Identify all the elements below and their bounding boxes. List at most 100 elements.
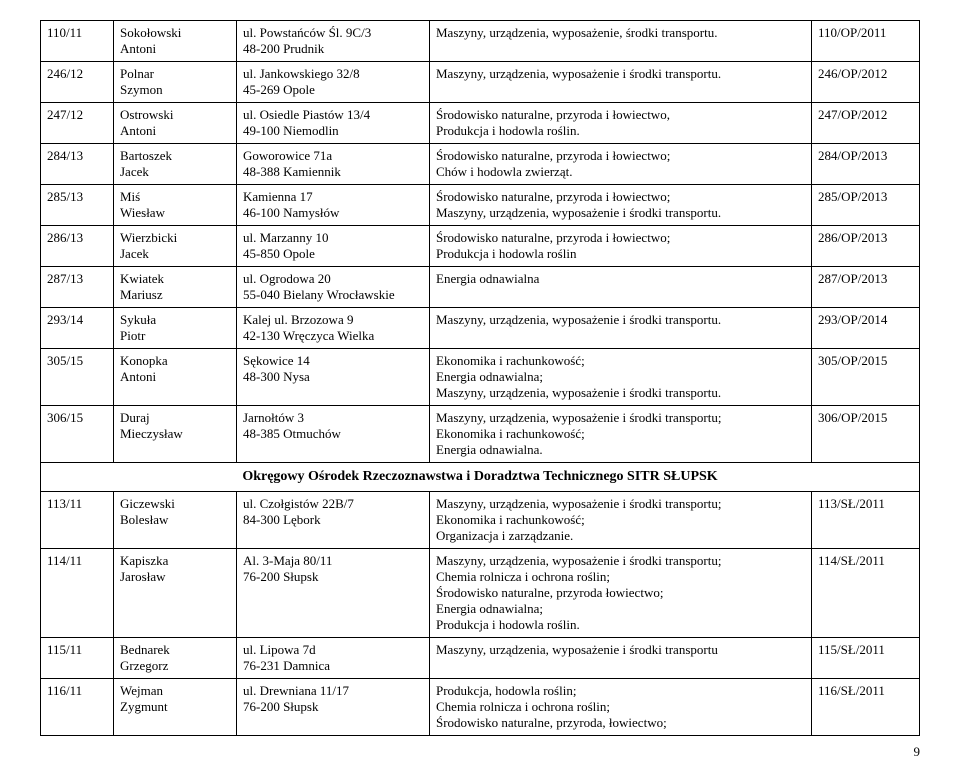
address-line: 42-130 Wręczyca Wielka xyxy=(243,328,423,344)
cell-address: ul. Jankowskiego 32/845-269 Opole xyxy=(237,62,430,103)
cell-name: KwiatekMariusz xyxy=(114,267,237,308)
description-line: Maszyny, urządzenia, wyposażenie i środk… xyxy=(436,66,805,82)
cell-name: KonopkaAntoni xyxy=(114,349,237,406)
name-line: Bednarek xyxy=(120,642,230,658)
description-line: Energia odnawialna; xyxy=(436,601,805,617)
cell-code: 286/OP/2013 xyxy=(812,226,920,267)
address-line: 76-200 Słupsk xyxy=(243,699,423,715)
name-line: Mariusz xyxy=(120,287,230,303)
description-line: Środowisko naturalne, przyroda, łowiectw… xyxy=(436,715,805,731)
cell-description: Środowisko naturalne, przyroda i łowiect… xyxy=(430,144,812,185)
cell-id: 116/11 xyxy=(41,679,114,736)
cell-description: Maszyny, urządzenia, wyposażenie i środk… xyxy=(430,406,812,463)
cell-code: 247/OP/2012 xyxy=(812,103,920,144)
cell-name: PolnarSzymon xyxy=(114,62,237,103)
name-line: Sykuła xyxy=(120,312,230,328)
cell-code: 306/OP/2015 xyxy=(812,406,920,463)
description-line: Środowisko naturalne, przyroda i łowiect… xyxy=(436,230,805,246)
address-line: Al. 3-Maja 80/11 xyxy=(243,553,423,569)
name-line: Polnar xyxy=(120,66,230,82)
address-line: ul. Jankowskiego 32/8 xyxy=(243,66,423,82)
description-line: Ekonomika i rachunkowość; xyxy=(436,512,805,528)
cell-code: 116/SŁ/2011 xyxy=(812,679,920,736)
address-line: 48-200 Prudnik xyxy=(243,41,423,57)
address-line: 84-300 Lębork xyxy=(243,512,423,528)
table-row: 286/13WierzbickiJacekul. Marzanny 1045-8… xyxy=(41,226,920,267)
address-line: 45-269 Opole xyxy=(243,82,423,98)
cell-id: 284/13 xyxy=(41,144,114,185)
address-line: 76-200 Słupsk xyxy=(243,569,423,585)
cell-description: Środowisko naturalne, przyroda i łowiect… xyxy=(430,226,812,267)
cell-description: Maszyny, urządzenia, wyposażenie i środk… xyxy=(430,549,812,638)
table-row: 285/13 MiśWiesław Kamienna 1746-100 Namysł… xyxy=(41,185,920,226)
name-line: Miś xyxy=(120,189,230,205)
cell-code: 114/SŁ/2011 xyxy=(812,549,920,638)
address-line: 48-300 Nysa xyxy=(243,369,423,385)
name-line: Antoni xyxy=(120,369,230,385)
name-line: Konopka xyxy=(120,353,230,369)
table-row: 306/15DurajMieczysławJarnołtów 348-385 O… xyxy=(41,406,920,463)
description-line: Energia odnawialna. xyxy=(436,442,805,458)
cell-address: Jarnołtów 348-385 Otmuchów xyxy=(237,406,430,463)
cell-description: Energia odnawialna xyxy=(430,267,812,308)
cell-id: 287/13 xyxy=(41,267,114,308)
address-line: 76-231 Damnica xyxy=(243,658,423,674)
name-line: Antoni xyxy=(120,123,230,139)
registry-table: 110/11SokołowskiAntoniul. Powstańców Śl.… xyxy=(40,20,920,736)
name-line: Bartoszek xyxy=(120,148,230,164)
name-line: Grzegorz xyxy=(120,658,230,674)
name-line: Kwiatek xyxy=(120,271,230,287)
address-line: ul. Drewniana 11/17 xyxy=(243,683,423,699)
cell-name: BednarekGrzegorz xyxy=(114,638,237,679)
description-line: Ekonomika i rachunkowość; xyxy=(436,353,805,369)
address-line: ul. Powstańców Śl. 9C/3 xyxy=(243,25,423,41)
name-line: Jacek xyxy=(120,246,230,262)
cell-description: Środowisko naturalne, przyroda i łowiect… xyxy=(430,103,812,144)
cell-description: Maszyny, urządzenia, wyposażenie i środk… xyxy=(430,308,812,349)
description-line: Organizacja i zarządzanie. xyxy=(436,528,805,544)
table-row: 116/11WejmanZygmuntul. Drewniana 11/1776… xyxy=(41,679,920,736)
description-line: Chów i hodowla zwierząt. xyxy=(436,164,805,180)
name-line: Zygmunt xyxy=(120,699,230,715)
cell-id: 285/13 xyxy=(41,185,114,226)
name-line: Mieczysław xyxy=(120,426,230,442)
description-line: Maszyny, urządzenia, wyposażenie i środk… xyxy=(436,410,805,426)
cell-address: Kamienna 1746-100 Namysłów xyxy=(237,185,430,226)
name-line: Kapiszka xyxy=(120,553,230,569)
description-line: Maszyny, urządzenia, wyposażenie i środk… xyxy=(436,642,805,658)
table-row: 113/11GiczewskiBolesławul. Czołgistów 22… xyxy=(41,492,920,549)
address-line: 45-850 Opole xyxy=(243,246,423,262)
table-row: 247/12OstrowskiAntoniul. Osiedle Piastów… xyxy=(41,103,920,144)
cell-name: GiczewskiBolesław xyxy=(114,492,237,549)
cell-name: SykułaPiotr xyxy=(114,308,237,349)
cell-description: Maszyny, urządzenia, wyposażenie i środk… xyxy=(430,62,812,103)
description-line: Maszyny, urządzenia, wyposażenie, środki… xyxy=(436,25,805,41)
address-line: 46-100 Namysłów xyxy=(243,205,423,221)
cell-address: Kalej ul. Brzozowa 942-130 Wręczyca Wiel… xyxy=(237,308,430,349)
table-row: 115/11BednarekGrzegorzul. Lipowa 7d76-23… xyxy=(41,638,920,679)
cell-name: WejmanZygmunt xyxy=(114,679,237,736)
cell-description: Maszyny, urządzenia, wyposażenie, środki… xyxy=(430,21,812,62)
description-line: Produkcja i hodowla roślin. xyxy=(436,617,805,633)
cell-address: ul. Marzanny 1045-850 Opole xyxy=(237,226,430,267)
name-line: Wejman xyxy=(120,683,230,699)
cell-code: 287/OP/2013 xyxy=(812,267,920,308)
cell-description: Produkcja, hodowla roślin;Chemia rolnicz… xyxy=(430,679,812,736)
name-line: Ostrowski xyxy=(120,107,230,123)
name-line: Giczewski xyxy=(120,496,230,512)
address-line: Goworowice 71a xyxy=(243,148,423,164)
description-line: Energia odnawialna xyxy=(436,271,805,287)
address-line: ul. Osiedle Piastów 13/4 xyxy=(243,107,423,123)
description-line: Maszyny, urządzenia, wyposażenie i środk… xyxy=(436,385,805,401)
name-line: Wierzbicki xyxy=(120,230,230,246)
cell-address: ul. Osiedle Piastów 13/449-100 Niemodlin xyxy=(237,103,430,144)
name-line: Wiesław xyxy=(120,205,230,221)
description-line: Środowisko naturalne, przyroda łowiectwo… xyxy=(436,585,805,601)
cell-address: Goworowice 71a48-388 Kamiennik xyxy=(237,144,430,185)
cell-code: 305/OP/2015 xyxy=(812,349,920,406)
address-line: 49-100 Niemodlin xyxy=(243,123,423,139)
table-row: 114/11KapiszkaJarosławAl. 3-Maja 80/1176… xyxy=(41,549,920,638)
cell-name: WierzbickiJacek xyxy=(114,226,237,267)
cell-id: 110/11 xyxy=(41,21,114,62)
address-line: ul. Czołgistów 22B/7 xyxy=(243,496,423,512)
